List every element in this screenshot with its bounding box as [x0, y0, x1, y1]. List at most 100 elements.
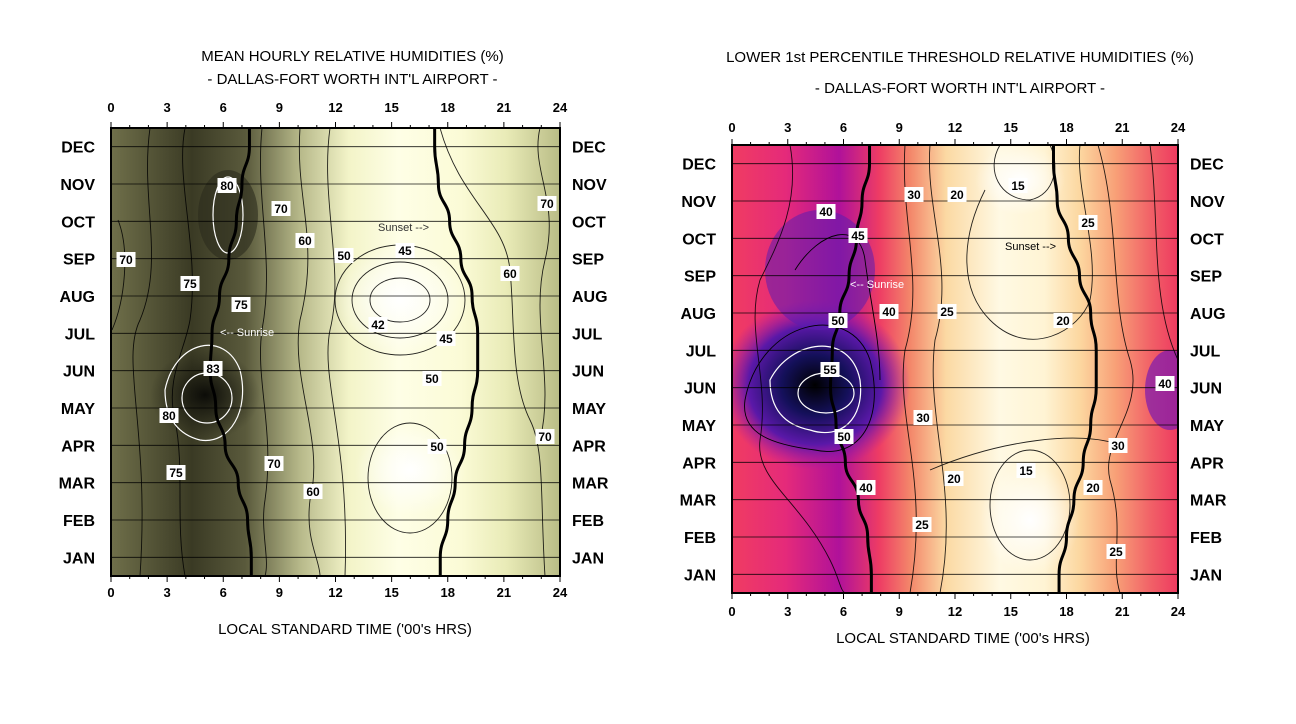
- x-tick-label-top: 0: [107, 100, 114, 115]
- x-tick-label-top: 24: [1171, 120, 1186, 135]
- x-tick-label-top: 15: [1004, 120, 1018, 135]
- contour-label: 50: [334, 248, 354, 263]
- month-label-right: OCT: [572, 214, 606, 231]
- month-label-right: JAN: [1190, 567, 1222, 584]
- contour-label: 20: [1083, 480, 1103, 495]
- month-label-left: OCT: [682, 231, 716, 248]
- month-label-right: JUL: [1190, 343, 1220, 360]
- x-tick-label-top: 9: [896, 120, 903, 135]
- month-label-left: MAY: [61, 401, 95, 418]
- contour-label: 50: [834, 429, 854, 444]
- month-label-right: AUG: [572, 289, 608, 306]
- contour-label: 42: [368, 317, 388, 332]
- svg-text:20: 20: [950, 188, 964, 202]
- left-chart-title: MEAN HOURLY RELATIVE HUMIDITIES (%): [201, 48, 504, 65]
- month-label-left: JUN: [63, 364, 95, 381]
- month-label-left: FEB: [684, 530, 716, 547]
- right-x-axis-label: LOCAL STANDARD TIME ('00's HRS): [836, 630, 1090, 647]
- svg-text:42: 42: [371, 318, 385, 332]
- x-tick-label-top: 18: [1059, 120, 1073, 135]
- x-tick-label-bottom: 3: [784, 604, 791, 619]
- x-tick-label-bottom: 6: [840, 604, 847, 619]
- svg-text:60: 60: [306, 485, 320, 499]
- contour-label: 25: [1106, 544, 1126, 559]
- x-tick-label-bottom: 0: [107, 585, 114, 600]
- contour-label: 20: [947, 187, 967, 202]
- left-chart-subtitle: - DALLAS-FORT WORTH INT'L AIRPORT -: [207, 71, 498, 88]
- svg-text:70: 70: [540, 197, 554, 211]
- contour-label: 40: [879, 304, 899, 319]
- x-tick-label-top: 12: [328, 100, 342, 115]
- x-tick-label-bottom: 9: [276, 585, 283, 600]
- month-label-right: APR: [1190, 455, 1224, 472]
- month-label-left: NOV: [681, 194, 716, 211]
- x-tick-label-bottom: 21: [1115, 604, 1129, 619]
- month-label-left: JAN: [684, 567, 716, 584]
- x-tick-label-bottom: 12: [948, 604, 962, 619]
- svg-text:80: 80: [162, 409, 176, 423]
- svg-text:30: 30: [1111, 439, 1125, 453]
- month-label-left: JAN: [63, 550, 95, 567]
- svg-text:40: 40: [1158, 377, 1172, 391]
- svg-text:45: 45: [398, 244, 412, 258]
- x-tick-label-bottom: 24: [1171, 604, 1186, 619]
- contour-label: 40: [856, 480, 876, 495]
- contour-label: 40: [816, 204, 836, 219]
- contour-label: 40: [1155, 376, 1175, 391]
- month-label-left: MAY: [682, 418, 716, 435]
- contour-label: 75: [231, 297, 251, 312]
- right-chart-subtitle: - DALLAS-FORT WORTH INT'L AIRPORT -: [814, 80, 1106, 97]
- svg-text:40: 40: [882, 305, 896, 319]
- x-tick-label-bottom: 18: [441, 585, 455, 600]
- contour-label: 30: [913, 410, 933, 425]
- month-label-right: NOV: [1190, 194, 1225, 211]
- left-x-axis-label: LOCAL STANDARD TIME ('00's HRS): [218, 621, 472, 638]
- contour-label: 70: [271, 201, 291, 216]
- x-tick-label-bottom: 0: [728, 604, 735, 619]
- x-tick-label-bottom: 15: [384, 585, 398, 600]
- contour-label: 60: [303, 484, 323, 499]
- svg-text:70: 70: [274, 202, 288, 216]
- svg-text:70: 70: [538, 430, 552, 444]
- svg-text:25: 25: [1081, 216, 1095, 230]
- svg-text:50: 50: [337, 249, 351, 263]
- month-label-right: JUN: [572, 364, 604, 381]
- svg-text:50: 50: [430, 440, 444, 454]
- svg-text:80: 80: [220, 179, 234, 193]
- month-label-left: OCT: [61, 214, 95, 231]
- svg-text:60: 60: [503, 267, 517, 281]
- sunrise-annotation: <-- Sunrise: [220, 327, 274, 339]
- svg-text:25: 25: [940, 305, 954, 319]
- month-label-right: SEP: [1190, 269, 1222, 286]
- svg-text:50: 50: [425, 372, 439, 386]
- svg-text:20: 20: [1086, 481, 1100, 495]
- x-tick-label-top: 12: [948, 120, 962, 135]
- month-label-right: MAY: [572, 401, 606, 418]
- svg-text:15: 15: [1011, 179, 1025, 193]
- contour-label: 70: [116, 252, 136, 267]
- contour-label: 15: [1016, 463, 1036, 478]
- contour-label: 60: [295, 233, 315, 248]
- month-label-left: AUG: [680, 306, 716, 323]
- month-label-right: JUL: [572, 326, 602, 343]
- x-tick-label-top: 9: [276, 100, 283, 115]
- month-label-left: DEC: [682, 157, 716, 174]
- contour-label: 20: [944, 471, 964, 486]
- month-label-right: MAR: [572, 476, 609, 493]
- x-tick-label-bottom: 12: [328, 585, 342, 600]
- x-tick-label-bottom: 15: [1004, 604, 1018, 619]
- month-label-left: APR: [682, 455, 716, 472]
- contour-label: 25: [1078, 215, 1098, 230]
- contour-label: 50: [427, 439, 447, 454]
- x-tick-label-top: 15: [384, 100, 398, 115]
- sunrise-curve: [208, 128, 253, 576]
- month-label-right: OCT: [1190, 231, 1224, 248]
- svg-text:70: 70: [119, 253, 133, 267]
- contour-label: 60: [500, 266, 520, 281]
- svg-text:45: 45: [851, 229, 865, 243]
- svg-text:45: 45: [439, 332, 453, 346]
- contour-label: 80: [217, 178, 237, 193]
- left-humidity-chart: 0 3 6 9 12 15 18 21 24 0 3 6 9 12 15 18 21 24 JAN FEB MAR A…: [59, 100, 609, 638]
- contour-label: 25: [937, 304, 957, 319]
- svg-text:30: 30: [916, 411, 930, 425]
